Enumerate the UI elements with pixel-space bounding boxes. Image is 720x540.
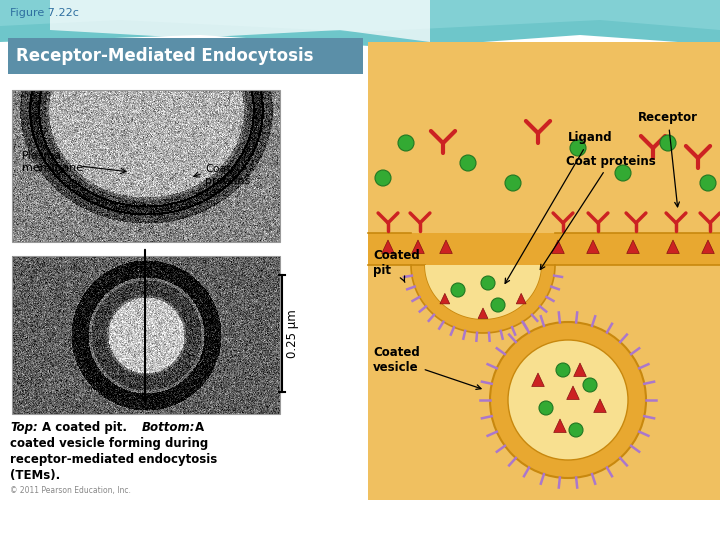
Circle shape [481, 276, 495, 290]
Circle shape [660, 135, 676, 151]
Polygon shape [667, 240, 679, 253]
Polygon shape [626, 240, 639, 253]
Circle shape [539, 401, 553, 415]
Text: receptor-mediated endocytosis: receptor-mediated endocytosis [10, 453, 217, 466]
Bar [12, 90, 280, 242]
Polygon shape [411, 265, 555, 333]
Circle shape [700, 175, 716, 191]
Text: Coated
pit: Coated pit [373, 249, 420, 282]
Circle shape [491, 298, 505, 312]
Text: Plasma
membrane: Plasma membrane [22, 151, 83, 173]
Circle shape [451, 283, 465, 297]
Text: Receptor-Mediated Endocytosis: Receptor-Mediated Endocytosis [16, 47, 313, 65]
Polygon shape [478, 308, 488, 319]
Polygon shape [516, 293, 526, 304]
Text: Bottom:: Bottom: [142, 421, 196, 434]
Bar [368, 233, 720, 265]
Polygon shape [0, 0, 720, 32]
Polygon shape [412, 240, 424, 253]
Polygon shape [554, 419, 567, 433]
Polygon shape [382, 240, 395, 253]
Bar [368, 233, 411, 265]
Text: coated vesicle forming during: coated vesicle forming during [10, 437, 208, 450]
Bar [8, 38, 363, 74]
Text: 0.25 μm: 0.25 μm [286, 309, 299, 358]
Circle shape [569, 423, 583, 437]
Bar [368, 42, 720, 500]
Circle shape [570, 140, 586, 156]
Text: A: A [195, 421, 204, 434]
Text: © 2011 Pearson Education, Inc.: © 2011 Pearson Education, Inc. [10, 486, 131, 495]
Polygon shape [594, 399, 606, 413]
Polygon shape [50, 0, 430, 42]
Text: Coat proteins: Coat proteins [540, 154, 656, 269]
Circle shape [508, 340, 628, 460]
Circle shape [556, 363, 570, 377]
Text: Receptor: Receptor [638, 111, 698, 207]
Text: A coated pit.: A coated pit. [42, 421, 135, 434]
Circle shape [460, 155, 476, 171]
Circle shape [490, 322, 646, 478]
Circle shape [398, 135, 414, 151]
Polygon shape [552, 240, 564, 253]
Circle shape [583, 378, 597, 392]
Polygon shape [531, 373, 544, 387]
Polygon shape [440, 240, 452, 253]
Circle shape [505, 175, 521, 191]
Text: Coated
vesicle: Coated vesicle [373, 346, 481, 389]
Polygon shape [587, 240, 599, 253]
Circle shape [375, 170, 391, 186]
Polygon shape [425, 265, 541, 319]
Polygon shape [440, 293, 450, 304]
Text: Ligand: Ligand [505, 132, 613, 284]
Polygon shape [702, 240, 714, 253]
Polygon shape [567, 386, 580, 400]
Polygon shape [574, 363, 586, 376]
Circle shape [615, 165, 631, 181]
Text: Figure 7.22c: Figure 7.22c [10, 8, 79, 18]
Bar [555, 233, 720, 265]
Text: (TEMs).: (TEMs). [10, 469, 60, 482]
Bar [12, 256, 280, 414]
Text: Top:: Top: [10, 421, 37, 434]
Polygon shape [0, 0, 720, 48]
Text: Coat
proteins: Coat proteins [205, 164, 251, 186]
